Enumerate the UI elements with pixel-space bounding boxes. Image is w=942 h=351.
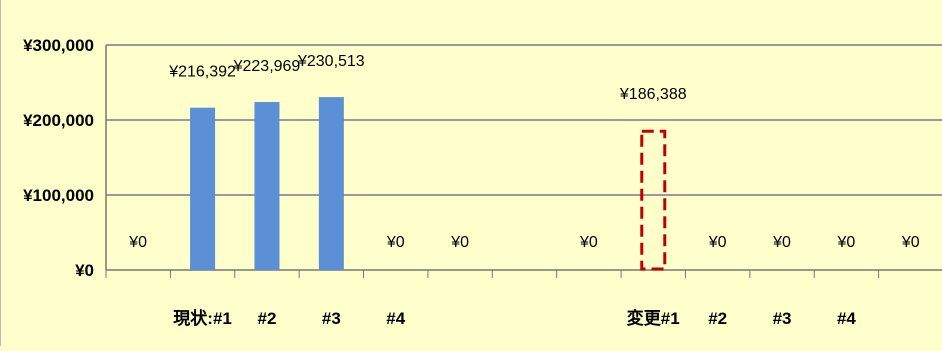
data-label: ¥0	[579, 234, 598, 251]
x-tick-labels: 現状:#1 #2 #3 #4 変更#1 #2 #3 #4	[173, 308, 856, 328]
x-tick-label: #3	[773, 309, 792, 328]
data-label: ¥0	[386, 234, 405, 251]
y-tick-label: ¥100,000	[23, 186, 94, 205]
bars	[190, 97, 667, 271]
x-tick-label: #3	[322, 309, 341, 328]
y-tick-label: ¥200,000	[23, 111, 94, 130]
y-tick-labels: ¥0 ¥100,000 ¥200,000 ¥300,000	[23, 36, 94, 280]
data-label: ¥0	[128, 234, 147, 251]
data-label: ¥223,969	[233, 58, 301, 75]
x-tick-label: #4	[837, 309, 856, 328]
bar	[254, 102, 280, 270]
x-tick-label: #2	[258, 309, 277, 328]
x-tick-label: #4	[386, 309, 405, 328]
data-label: ¥186,388	[619, 86, 687, 103]
data-label: ¥0	[772, 234, 791, 251]
x-tick-label: 変更#1	[627, 308, 680, 328]
bar-dashed-outline	[640, 129, 667, 271]
bar	[318, 97, 344, 270]
gridlines	[106, 44, 942, 196]
axes	[105, 45, 942, 278]
data-labels: ¥0 ¥216,392¥223,969¥230,513 ¥0 ¥0 ¥0 ¥186,388…	[128, 53, 920, 251]
y-tick-label: ¥300,000	[23, 36, 94, 55]
y-tick-label: ¥0	[75, 261, 94, 280]
data-label: ¥230,513	[297, 53, 365, 70]
x-tick-label: #2	[708, 309, 727, 328]
x-tick-label: 現状:#1	[173, 308, 232, 328]
data-label: ¥0	[901, 234, 920, 251]
data-label: ¥0	[450, 234, 469, 251]
bar	[190, 107, 216, 271]
data-label: ¥0	[708, 234, 727, 251]
data-label: ¥216,392	[168, 64, 236, 81]
data-label: ¥0	[837, 234, 856, 251]
